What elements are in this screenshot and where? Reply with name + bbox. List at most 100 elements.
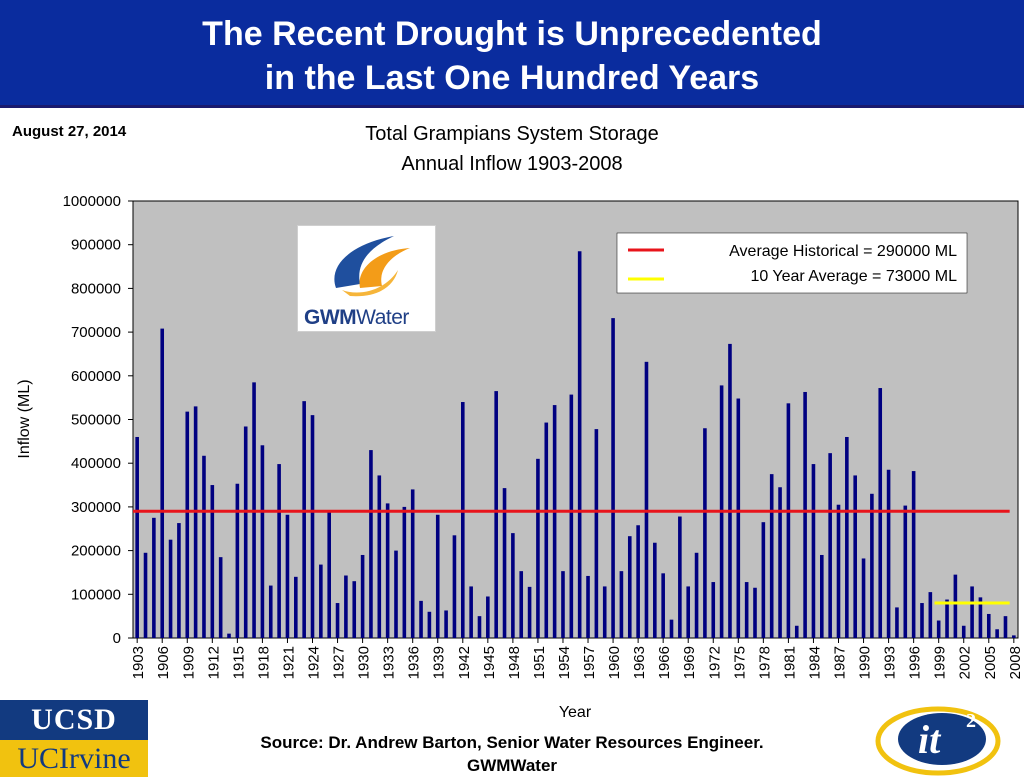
bar	[444, 610, 448, 638]
y-tick-label: 0	[113, 630, 121, 647]
bar	[945, 599, 949, 638]
gwm-water-flame-icon	[334, 236, 410, 297]
x-tick-label: 1981	[781, 646, 798, 679]
x-tick-label: 1948	[506, 646, 523, 679]
y-tick-label: 200000	[71, 543, 121, 560]
bar	[778, 487, 782, 638]
x-tick-label: 1978	[756, 646, 773, 679]
bar	[369, 450, 373, 638]
x-tick-label: 1903	[130, 646, 147, 679]
bar	[494, 391, 498, 638]
x-tick-label: 1972	[706, 646, 723, 679]
x-tick-label: 1960	[606, 646, 623, 679]
bar	[961, 625, 966, 638]
it2-logo-text: it	[918, 717, 942, 762]
x-tick-label: 1999	[932, 646, 949, 679]
x-tick-label: 1984	[806, 646, 823, 679]
x-tick-label: 1924	[306, 646, 323, 679]
bar	[410, 489, 415, 638]
y-tick-label: 500000	[71, 412, 121, 429]
legend: Average Historical = 290000 ML 10 Year A…	[616, 232, 968, 294]
date-label: August 27, 2014	[12, 123, 127, 140]
x-tick-label: 1966	[656, 646, 673, 679]
bar	[210, 485, 215, 638]
bar	[477, 616, 482, 638]
bar	[160, 328, 165, 638]
legend-entry-average: Average Historical = 290000 ML	[729, 243, 957, 260]
bar	[870, 493, 874, 638]
bar	[277, 464, 281, 638]
bar	[861, 558, 866, 638]
x-tick-label: 1990	[857, 646, 874, 679]
bar	[319, 564, 323, 638]
bar	[377, 475, 382, 638]
title-banner: The Recent Drought is Unprecedented in t…	[0, 0, 1024, 108]
bar	[185, 411, 190, 638]
x-tick-label: 1963	[631, 646, 648, 679]
bar	[619, 571, 624, 638]
bar	[602, 586, 607, 638]
bar	[936, 620, 941, 638]
bar	[152, 517, 156, 638]
bar	[235, 483, 240, 638]
y-axis: 0 100000 200000 300000 400000 500000 600000 700…	[63, 193, 133, 647]
bar	[227, 633, 231, 638]
bar	[911, 471, 916, 638]
x-axis-label: Year	[559, 704, 592, 721]
bar	[536, 458, 540, 638]
bar	[569, 394, 574, 638]
bar	[794, 625, 799, 638]
bar	[978, 597, 983, 638]
bar	[653, 542, 657, 638]
it2-logo: it 2	[875, 706, 1001, 776]
bar	[452, 535, 457, 638]
bar	[878, 388, 883, 638]
bar	[577, 251, 582, 638]
x-tick-label: 1930	[356, 646, 373, 679]
bar	[302, 401, 306, 638]
bar	[803, 391, 807, 638]
x-tick-label: 2002	[957, 646, 974, 679]
x-tick-label: 1912	[205, 646, 222, 679]
bar	[761, 522, 766, 638]
bar	[995, 629, 999, 638]
bar	[828, 453, 832, 638]
bar	[953, 574, 958, 638]
x-tick-label: 1957	[581, 646, 598, 679]
y-tick-label: 1000000	[63, 193, 121, 210]
y-axis-label: Inflow (ML)	[16, 379, 33, 458]
bar	[886, 469, 891, 638]
bar	[327, 511, 331, 638]
bar	[344, 575, 348, 638]
slide-title-line2: in the Last One Hundred Years	[264, 59, 760, 97]
bar	[135, 436, 139, 638]
bar	[678, 516, 682, 638]
x-tick-label: 1975	[731, 646, 748, 679]
y-tick-label: 100000	[71, 586, 121, 603]
bar	[703, 428, 707, 638]
bar	[285, 514, 290, 638]
bar	[736, 398, 741, 638]
x-tick-label: 1918	[255, 646, 272, 679]
bar	[986, 613, 991, 638]
reference-lines	[133, 509, 1010, 605]
y-tick-label: 400000	[71, 455, 121, 472]
source-line2: GWMWater	[466, 756, 558, 775]
bar	[636, 525, 640, 638]
bar	[744, 582, 749, 638]
x-tick-label: 1951	[531, 646, 548, 679]
bar	[352, 581, 357, 638]
y-tick-label: 600000	[71, 368, 121, 385]
gwm-water-wordmark: GWMWater	[304, 306, 409, 329]
bar	[511, 533, 515, 638]
bar	[294, 576, 298, 638]
x-tick-label: 1936	[406, 646, 423, 679]
bar	[335, 603, 340, 638]
bar	[427, 611, 432, 638]
bar	[527, 586, 532, 638]
bar	[193, 406, 198, 638]
x-axis: 1903 1906 1909 1912 1915 1918 1921 1924 1927 1930…	[130, 638, 1024, 679]
bar	[895, 607, 899, 638]
x-tick-label: 1942	[456, 646, 473, 679]
bar	[903, 505, 908, 638]
